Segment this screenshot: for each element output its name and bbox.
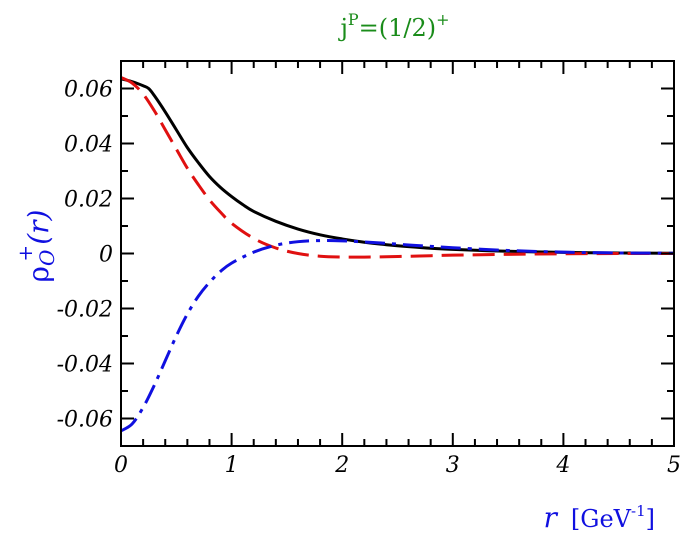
ylabel-arg: (r) xyxy=(22,210,55,245)
x-axis-label: r [GeV-1] xyxy=(544,501,655,534)
y-tick-label: -0.06 xyxy=(57,408,113,433)
xlabel-unit-pre: [GeV xyxy=(571,505,632,533)
ylabel-sup: + xyxy=(13,245,37,262)
plot-area xyxy=(121,76,674,433)
ylabel-rho: ρ xyxy=(22,266,55,282)
y-tick-label: -0.02 xyxy=(57,298,113,323)
xlabel-var: r xyxy=(544,501,559,534)
y-tick-label: 0.04 xyxy=(64,133,113,158)
y-tick-label: 0.02 xyxy=(64,188,113,213)
ylabel-sub: O xyxy=(35,250,59,266)
xlabel-unit-post: ] xyxy=(646,505,655,533)
x-tick-label: 2 xyxy=(334,453,349,478)
xlabel-unit-sup: -1 xyxy=(631,502,646,520)
chart-title: jP=(1/2)+ xyxy=(337,10,449,42)
title-sup-p: P xyxy=(348,10,359,29)
x-tick-label: 5 xyxy=(667,453,681,478)
y-tick-label: -0.04 xyxy=(57,353,113,378)
x-tick-label: 3 xyxy=(446,453,460,478)
series-dashdot-blue-line xyxy=(121,239,674,433)
x-tick-label: 4 xyxy=(555,453,570,478)
series-solid-black-line xyxy=(121,77,674,255)
x-tick-label: 1 xyxy=(225,453,239,478)
series-dashed-red-line xyxy=(121,76,674,259)
title-base: j xyxy=(337,14,347,42)
y-tick-label: 0.06 xyxy=(64,78,113,103)
title-mid: =(1/2) xyxy=(359,14,436,42)
title-sup-plus: + xyxy=(436,10,449,29)
x-tick-label: 0 xyxy=(114,453,128,478)
y-tick-label: 0 xyxy=(99,243,113,268)
axes: 0 1 2 3 4 5 -0.06 -0.04 -0.02 0 0.02 0.04 0.06 xyxy=(57,60,681,478)
y-axis-label: ρO+(r) xyxy=(13,210,59,283)
